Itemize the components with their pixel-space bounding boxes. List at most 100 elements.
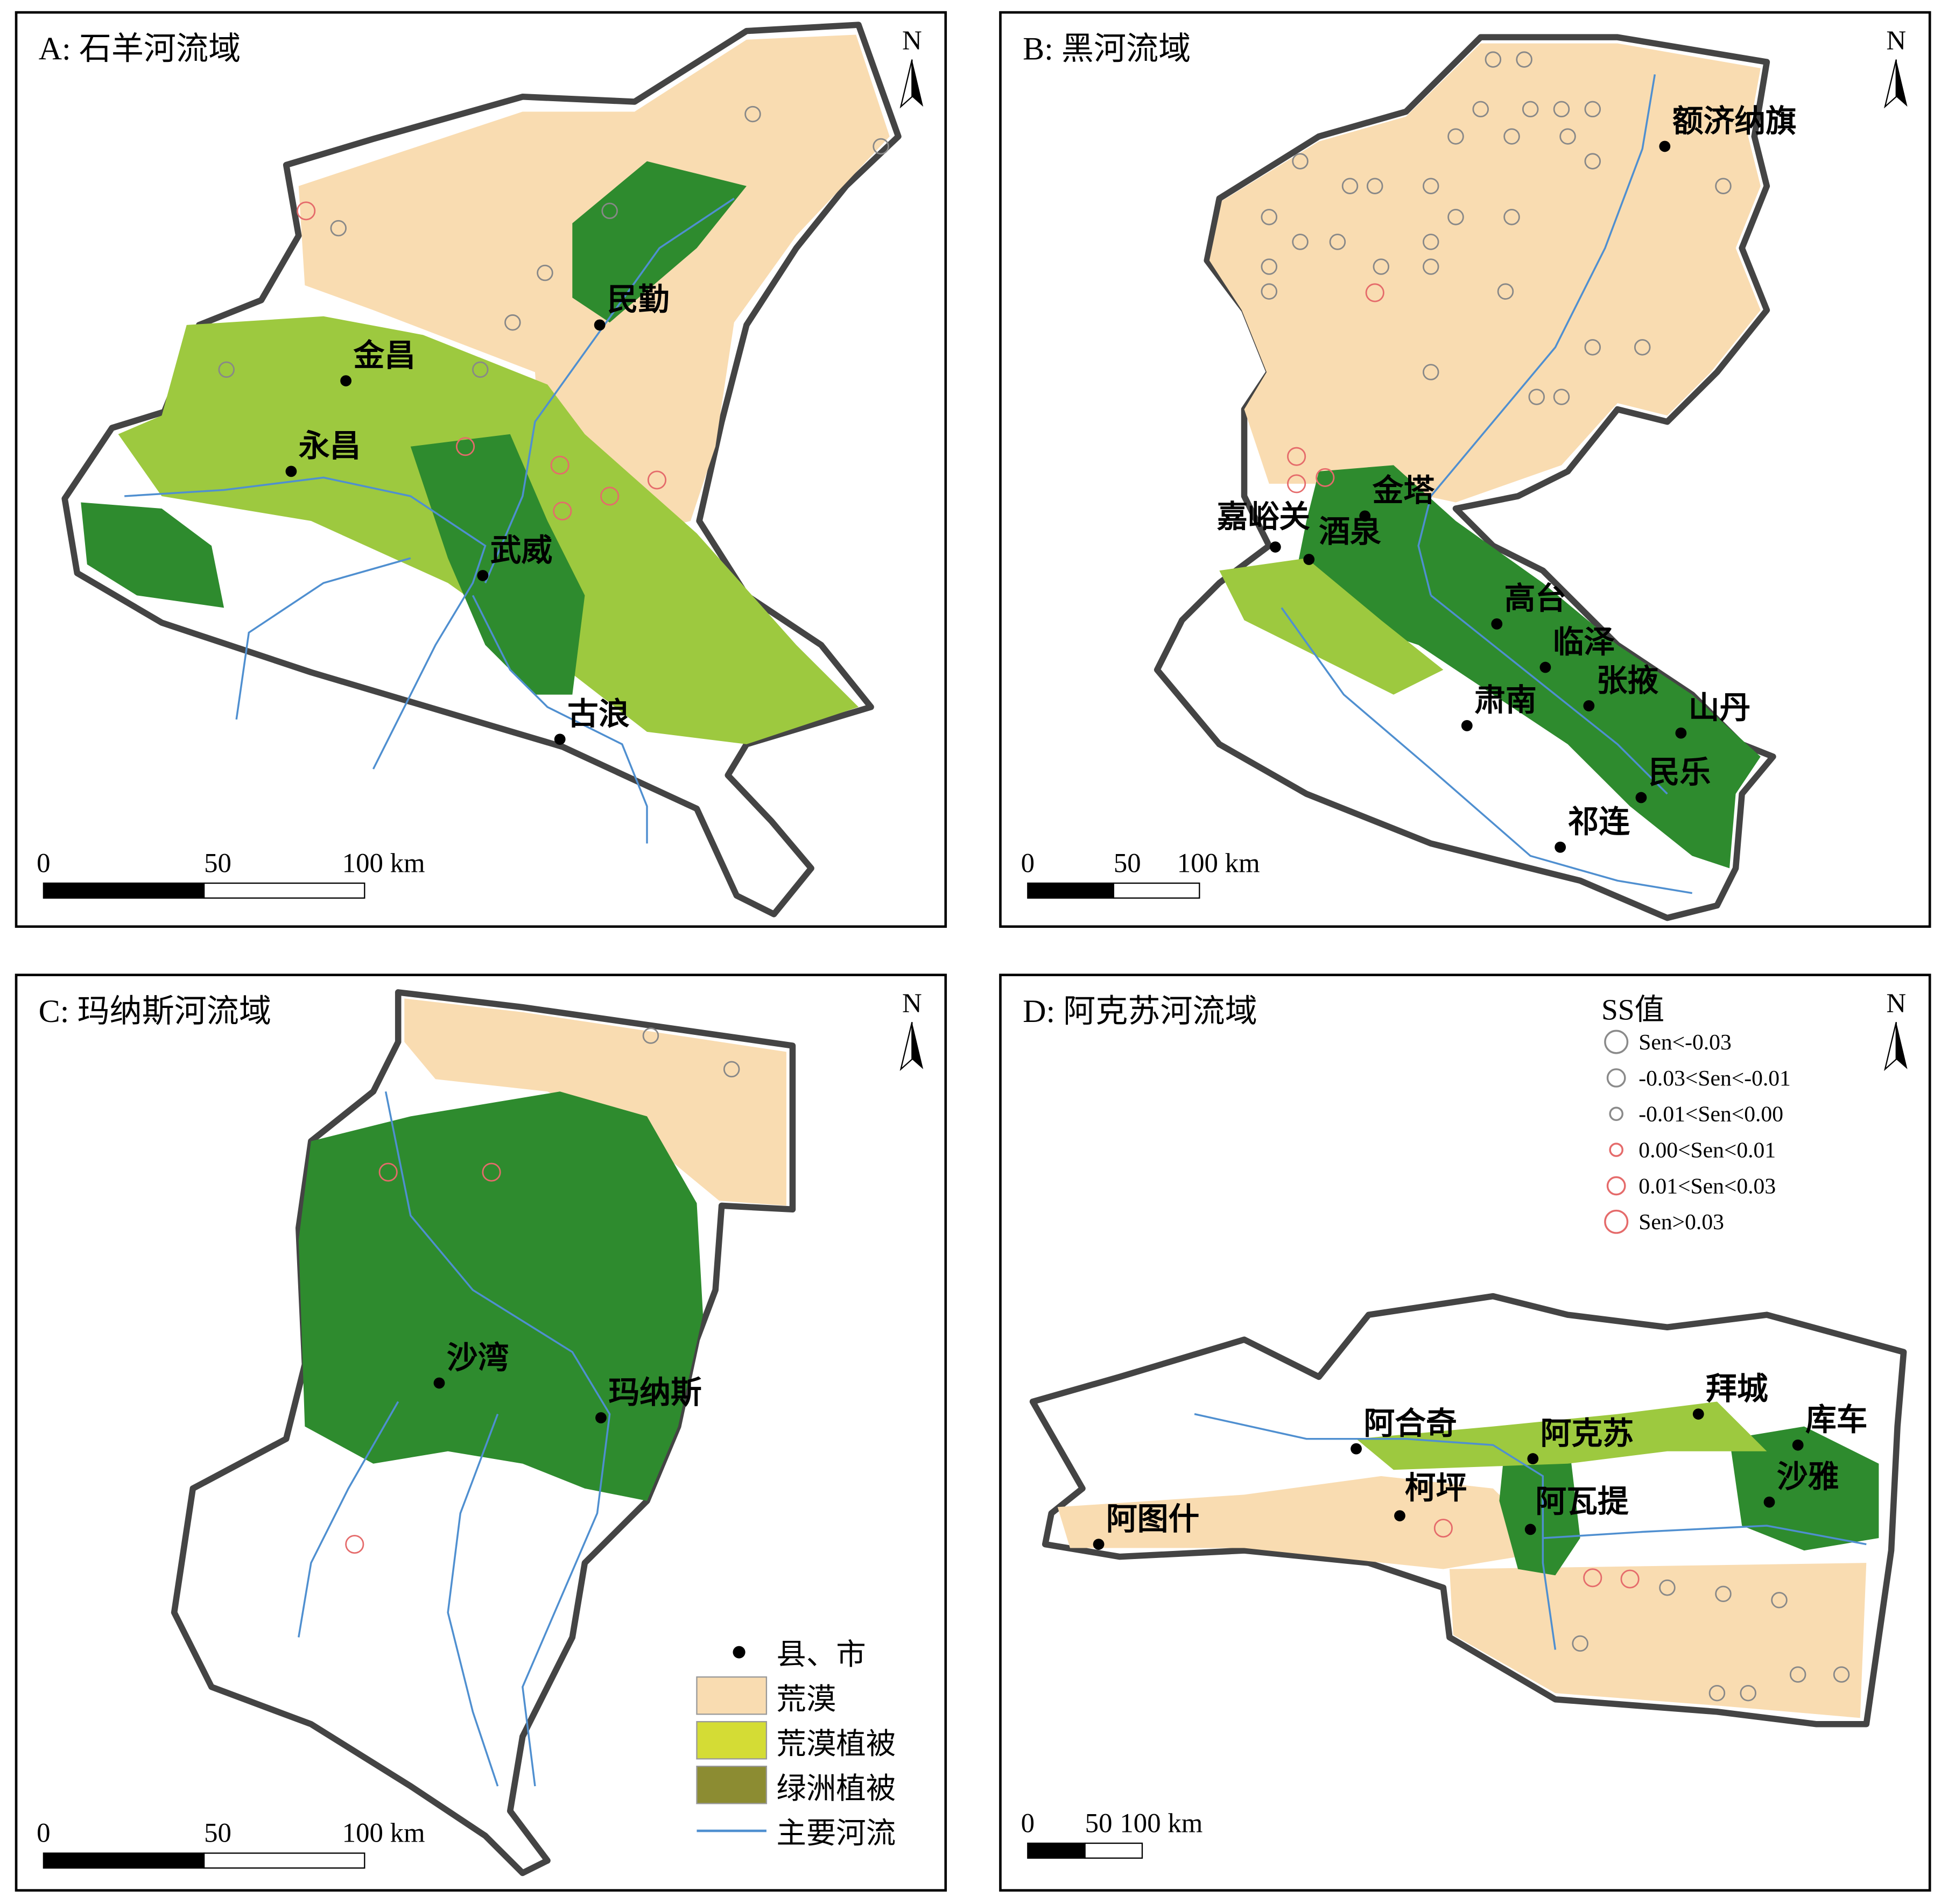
city-label: 柯坪	[1405, 1471, 1467, 1505]
city-point	[1792, 1439, 1804, 1451]
trend-symbol	[1365, 283, 1384, 302]
city-point	[554, 734, 566, 745]
scale-label: 50	[204, 1818, 231, 1848]
ss-legend-symbol	[1606, 1068, 1626, 1088]
city-label: 酒泉	[1319, 514, 1381, 549]
trend-symbol	[297, 201, 316, 221]
scale-label: 0	[37, 1818, 50, 1848]
trend-symbol	[1503, 128, 1520, 145]
city-point	[1524, 1524, 1536, 1535]
city-label: 临泽	[1553, 625, 1615, 659]
north-label: N	[902, 988, 922, 1018]
trend-symbol	[1583, 1568, 1602, 1588]
city-point	[1351, 1443, 1362, 1455]
city-point	[1555, 841, 1566, 853]
legend-label: 荒漠植被	[776, 1727, 896, 1760]
trend-symbol	[330, 220, 347, 237]
trend-symbol	[1261, 283, 1278, 300]
basin-c	[171, 989, 796, 1877]
north-arrow	[912, 1022, 924, 1069]
city-label: 阿合奇	[1363, 1407, 1457, 1441]
city-label: 高台	[1504, 582, 1567, 616]
city-label: 阿图什	[1106, 1502, 1199, 1536]
city-label: 民乐	[1649, 756, 1711, 789]
scale-label: 100 km	[1177, 848, 1260, 878]
city-label: 阿瓦提	[1535, 1485, 1629, 1519]
trend-symbol	[1833, 1666, 1850, 1683]
basin-b	[1154, 34, 1776, 921]
legend-swatch	[696, 1721, 768, 1760]
north-arrow	[1896, 59, 1908, 107]
trend-symbol	[647, 470, 667, 490]
trend-symbol	[1433, 1519, 1453, 1538]
trend-symbol	[723, 1061, 740, 1078]
trend-symbol	[1292, 234, 1309, 250]
city-label: 沙雅	[1777, 1460, 1839, 1494]
trend-symbol	[1292, 153, 1309, 170]
trend-symbol	[1572, 1635, 1588, 1652]
legend-label: 绿洲植被	[776, 1772, 896, 1805]
trend-symbol	[1341, 178, 1359, 194]
trend-symbol	[744, 105, 761, 123]
trend-symbol	[1261, 209, 1278, 225]
panel-title: A: 石羊河流域	[39, 31, 241, 67]
trend-symbol	[1708, 1684, 1726, 1702]
trend-symbol	[1715, 1585, 1732, 1602]
trend-symbol	[600, 486, 620, 506]
trend-symbol	[1287, 447, 1306, 466]
trend-symbol	[1559, 128, 1576, 145]
scale-label: 50	[204, 848, 231, 878]
trend-symbol	[218, 361, 235, 378]
city-label: 张掖	[1597, 664, 1659, 698]
city-label: 库车	[1805, 1403, 1868, 1437]
scale-bar	[203, 1852, 365, 1869]
trend-symbol	[1329, 234, 1346, 250]
basin-d	[1029, 1293, 1907, 1727]
trend-symbol	[1634, 339, 1651, 356]
city-point	[1093, 1539, 1105, 1550]
trend-symbol	[1740, 1684, 1756, 1702]
scale-bar	[1027, 1842, 1086, 1859]
trend-symbol	[1423, 178, 1439, 194]
city-label: 阿克苏	[1541, 1417, 1634, 1451]
scale-bar	[43, 1852, 205, 1869]
city-label: 金塔	[1373, 474, 1435, 508]
city-label: 武威	[490, 533, 553, 568]
ss-legend-symbol	[1604, 1029, 1629, 1054]
scale-label: 100 km	[1120, 1808, 1202, 1838]
trend-symbol	[1497, 283, 1514, 300]
scale-label: 50	[1085, 1808, 1113, 1838]
scale-label: 100 km	[342, 848, 425, 878]
city-point	[1359, 510, 1371, 522]
north-label: N	[1886, 25, 1906, 55]
trend-symbol	[1789, 1666, 1806, 1683]
trend-symbol	[1553, 101, 1570, 118]
city-point	[1692, 1408, 1704, 1420]
trend-symbol	[1503, 209, 1520, 225]
scale-bar	[1113, 882, 1200, 899]
ss-legend-label: 0.00<Sen<0.01	[1638, 1138, 1776, 1162]
city-point	[1269, 541, 1281, 553]
trend-symbol	[1366, 178, 1383, 194]
trend-symbol	[1316, 468, 1335, 487]
ss-legend-label: -0.01<Sen<0.00	[1638, 1102, 1783, 1126]
city-label: 玛纳斯	[608, 1376, 701, 1410]
north-label: N	[1886, 988, 1906, 1018]
trend-symbol	[1584, 153, 1601, 170]
trend-symbol	[1472, 101, 1489, 118]
trend-symbol	[1522, 101, 1539, 118]
scale-label: 0	[37, 848, 50, 878]
trend-symbol	[537, 264, 553, 281]
basin-a	[61, 22, 902, 918]
city-label: 嘉峪关	[1217, 500, 1311, 534]
city-label: 山丹	[1689, 692, 1751, 725]
trend-symbol	[1373, 258, 1390, 275]
city-point	[1491, 618, 1503, 630]
city-point	[1303, 554, 1315, 565]
panel-title: D: 阿克苏河流域	[1023, 993, 1257, 1029]
trend-symbol	[1261, 258, 1278, 275]
trend-symbol	[1528, 389, 1545, 405]
scale-label: 0	[1021, 848, 1035, 878]
ss-legend-label: -0.03<Sen<-0.01	[1638, 1066, 1791, 1090]
